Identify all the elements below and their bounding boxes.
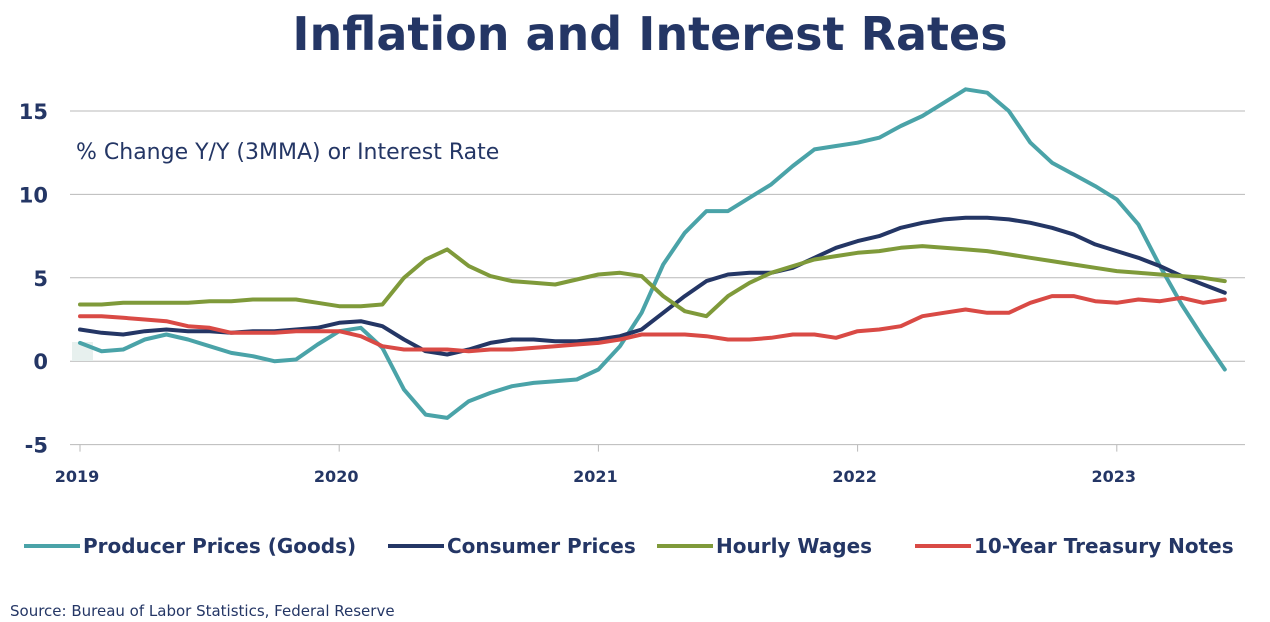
series-line-1	[78, 87, 1227, 420]
y-tick-label: 0	[33, 350, 48, 374]
series-line-3	[78, 244, 1227, 319]
series-lines	[78, 87, 1227, 420]
chart-title: Inflation and Interest Rates	[292, 7, 1007, 61]
y-tick-label: 10	[19, 183, 48, 207]
x-tick-label: 2022	[832, 467, 877, 486]
source-note: Source: Bureau of Labor Statistics, Fede…	[10, 602, 395, 620]
series-line-4	[78, 294, 1227, 354]
legend-label-3: Hourly Wages	[716, 534, 872, 558]
x-axis: 2019 2020 2021 2022 2023	[55, 444, 1137, 486]
chart-subtitle: % Change Y/Y (3MMA) or Interest Rate	[76, 140, 499, 165]
x-tick-label: 2020	[314, 467, 359, 486]
legend-label-1: Producer Prices (Goods)	[83, 534, 356, 558]
y-tick-label: 5	[33, 267, 48, 291]
x-tick-label: 2021	[573, 467, 618, 486]
legend-label-4: 10-Year Treasury Notes	[974, 534, 1234, 558]
legend: Producer Prices (Goods) Consumer Prices Ho…	[24, 534, 1234, 558]
y-axis: -5 0 5 10 15	[19, 100, 48, 458]
x-tick-label: 2019	[55, 467, 100, 486]
y-tick-label: -5	[25, 434, 48, 458]
legend-label-2: Consumer Prices	[447, 534, 636, 558]
x-tick-label: 2023	[1092, 467, 1137, 486]
y-tick-label: 15	[19, 100, 48, 124]
